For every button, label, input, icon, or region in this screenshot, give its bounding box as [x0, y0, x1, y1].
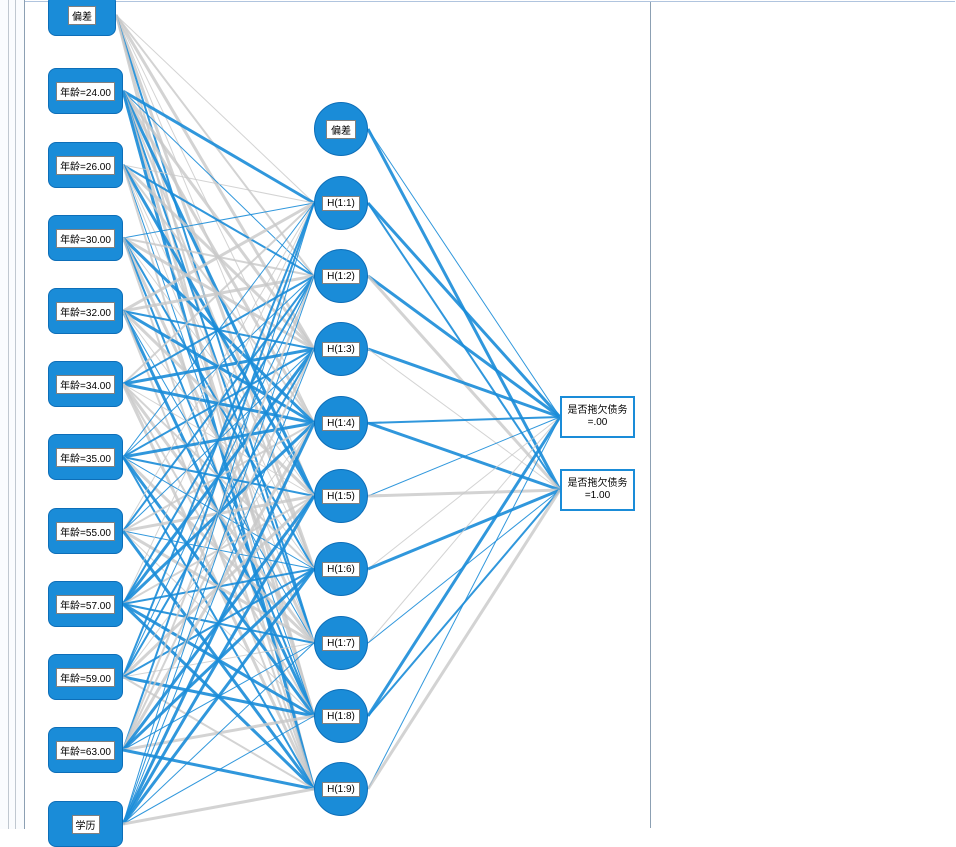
input-node-in-age24: 年龄=24.00 [48, 68, 123, 114]
hidden-node-h-bias: 偏差 [314, 102, 368, 156]
hidden-node-label: H(1:7) [322, 636, 360, 651]
input-node-label: 年龄=24.00 [56, 82, 115, 101]
input-node-label: 学历 [72, 815, 100, 834]
hidden-node-label: H(1:6) [322, 562, 360, 577]
input-node-in-age26: 年龄=26.00 [48, 142, 123, 188]
hidden-node-h3: H(1:3) [314, 322, 368, 376]
input-node-label: 年龄=26.00 [56, 156, 115, 175]
output-node-out1: 是否拖欠债务=1.00 [560, 469, 635, 511]
hidden-node-label: H(1:9) [322, 782, 360, 797]
input-node-in-age32: 年龄=32.00 [48, 288, 123, 334]
input-node-label: 年龄=32.00 [56, 302, 115, 321]
nn-diagram-panel: 偏差年龄=24.00年龄=26.00年龄=30.00年龄=32.00年龄=34.… [25, 2, 651, 828]
right-panel [651, 2, 956, 828]
input-node-in-age55: 年龄=55.00 [48, 508, 123, 554]
input-node-label: 年龄=63.00 [56, 741, 115, 760]
output-node-out0: 是否拖欠债务=.00 [560, 396, 635, 438]
input-node-label: 偏差 [68, 6, 96, 25]
input-node-label: 年龄=59.00 [56, 668, 115, 687]
input-node-in-bias: 偏差 [48, 0, 116, 36]
input-node-label: 年龄=57.00 [56, 595, 115, 614]
output-node-label: 是否拖欠债务=1.00 [564, 478, 631, 502]
hidden-node-h7: H(1:7) [314, 616, 368, 670]
left-rail [0, 0, 25, 829]
hidden-node-h8: H(1:8) [314, 689, 368, 743]
hidden-node-h5: H(1:5) [314, 469, 368, 523]
hidden-node-h2: H(1:2) [314, 249, 368, 303]
input-node-label: 年龄=35.00 [56, 448, 115, 467]
input-node-label: 年龄=30.00 [56, 229, 115, 248]
output-node-label: 是否拖欠债务=.00 [564, 405, 631, 429]
input-node-in-age30: 年龄=30.00 [48, 215, 123, 261]
hidden-node-label: H(1:8) [322, 709, 360, 724]
input-node-in-age63: 年龄=63.00 [48, 727, 123, 773]
input-node-in-edu: 学历 [48, 801, 123, 847]
hidden-node-h9: H(1:9) [314, 762, 368, 816]
hidden-node-h4: H(1:4) [314, 396, 368, 450]
input-node-label: 年龄=34.00 [56, 375, 115, 394]
hidden-node-label: H(1:5) [322, 489, 360, 504]
hidden-node-label: 偏差 [326, 120, 356, 139]
hidden-node-label: H(1:2) [322, 269, 360, 284]
input-node-in-age34: 年龄=34.00 [48, 361, 123, 407]
hidden-node-h6: H(1:6) [314, 542, 368, 596]
input-node-in-age59: 年龄=59.00 [48, 654, 123, 700]
hidden-node-label: H(1:4) [322, 416, 360, 431]
hidden-node-label: H(1:3) [322, 342, 360, 357]
input-node-in-age57: 年龄=57.00 [48, 581, 123, 627]
hidden-node-h1: H(1:1) [314, 176, 368, 230]
hidden-node-label: H(1:1) [322, 196, 360, 211]
input-node-label: 年龄=55.00 [56, 522, 115, 541]
input-node-in-age35: 年龄=35.00 [48, 434, 123, 480]
